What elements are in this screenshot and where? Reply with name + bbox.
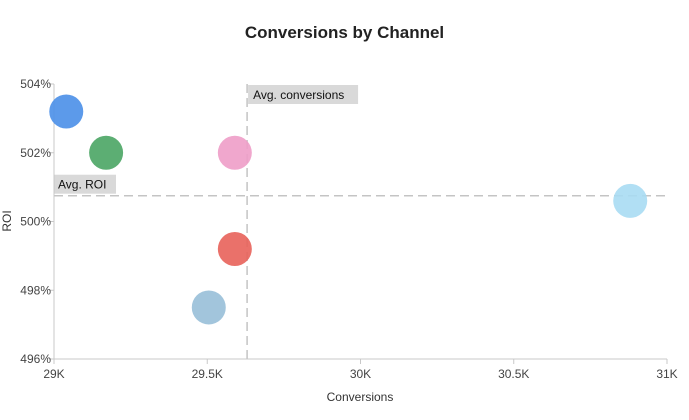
- x-tick-label: 30K: [350, 367, 371, 381]
- data-point[interactable]: [217, 232, 252, 266]
- x-axis-label: Conversions: [327, 390, 394, 404]
- data-points: [49, 94, 648, 325]
- x-tick-label: 31K: [656, 367, 677, 381]
- y-tick-label: 504%: [20, 77, 51, 91]
- y-tick-label: 500%: [20, 215, 51, 229]
- data-point[interactable]: [613, 183, 648, 218]
- axes: [53, 84, 667, 360]
- chart-title: Conversions by Channel: [244, 23, 445, 42]
- avg-conversions-label: Avg. conversions: [253, 88, 344, 102]
- x-tick-label: 29.5K: [192, 367, 223, 381]
- data-point[interactable]: [49, 94, 84, 129]
- avg-roi-label: Avg. ROI: [58, 178, 106, 192]
- data-point[interactable]: [217, 135, 252, 170]
- y-axis-label: ROI: [0, 210, 14, 231]
- reference-lines: Avg. conversions Avg. ROI: [54, 84, 667, 359]
- y-tick-label: 498%: [20, 283, 51, 297]
- y-tick-label: 496%: [20, 352, 51, 366]
- data-point[interactable]: [89, 135, 124, 170]
- avg-conversions-label-bg: [248, 85, 359, 104]
- tick-labels: 29K 29.5K 30K 30.5K 31K 496% 498% 500% 502% 504%: [20, 77, 677, 381]
- x-tick-label: 29K: [43, 367, 64, 381]
- data-point[interactable]: [191, 290, 226, 325]
- y-tick-label: 502%: [20, 146, 51, 160]
- avg-roi-label-bg: [54, 174, 116, 194]
- x-tick-label: 30.5K: [498, 367, 529, 381]
